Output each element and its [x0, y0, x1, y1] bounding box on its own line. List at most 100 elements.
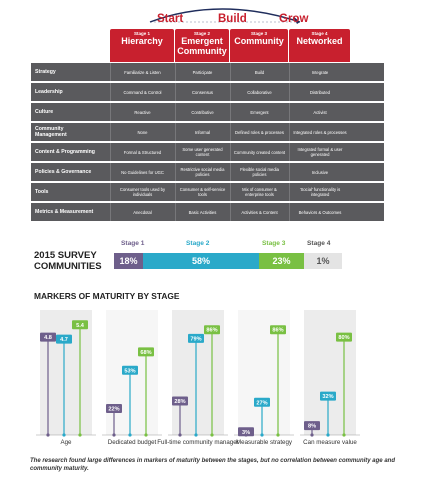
lollipop-base-dot: [78, 433, 82, 437]
lollipop-value-label: 22%: [108, 406, 119, 412]
phase-arrows: [149, 8, 301, 24]
cell-stage-4: Integrated roles & processes: [289, 123, 350, 141]
row-label: Leadership: [35, 89, 63, 95]
row-label: Tools: [35, 189, 49, 195]
lollipop-value-box: [72, 320, 88, 330]
lollipop-base-dot: [276, 433, 280, 437]
lollipop-value-label: 53%: [124, 368, 135, 374]
survey-bar-stage-4: 1%: [304, 253, 342, 269]
cell-stage-4: Inclusive: [289, 163, 350, 181]
survey-stage-2-label: Stage 2: [186, 240, 210, 247]
cell-stage-4: Activist: [289, 103, 350, 121]
lollipop-value-box: [40, 332, 56, 342]
lollipop-base-dot: [128, 433, 132, 437]
lollipop-base-dot: [310, 433, 314, 437]
cell-stage-2: Basic Activities: [175, 203, 229, 221]
lollipop-value-label: 80%: [338, 335, 349, 341]
cell-stage-2: Informal: [175, 123, 229, 141]
cell-stage-4: 'Social' functionality is integrated: [289, 183, 350, 201]
matrix-row-leadership: Leadership Command & Control Consensus C…: [31, 83, 384, 101]
row-label: Policies & Governance: [35, 169, 92, 175]
cell-stage-1: None: [110, 123, 174, 141]
cell-stage-4: Behaviors & Outcomes: [289, 203, 350, 221]
caption: The research found large differences in …: [30, 458, 395, 472]
lollipop-base-dot: [260, 433, 264, 437]
lollipop-value-label: 4.8: [44, 335, 52, 341]
lollipop-value-box: [254, 397, 270, 407]
matrix-row-policies-governance: Policies & Governance No Guidelines for …: [31, 163, 384, 181]
cell-stage-3: Community created content: [230, 143, 288, 161]
stage-number: Stage 3: [250, 31, 267, 36]
matrix-row-metrics-measurement: Metrics & Measurement Anecdotal Basic Ac…: [31, 203, 384, 221]
cell-stage-1: No Guidelines for UGC: [110, 163, 174, 181]
cell-stage-2: Consensus: [175, 83, 229, 101]
lollipop-base-dot: [326, 433, 330, 437]
cell-stage-3: Defined roles & processes: [230, 123, 288, 141]
lollipop-base-dot: [342, 433, 346, 437]
lollipop-value-label: 28%: [174, 399, 185, 405]
row-label: Community Management: [35, 126, 67, 138]
matrix-row-culture: Culture Reactive Contributive Emergent A…: [31, 103, 384, 121]
lollipop-value-box: [204, 325, 220, 335]
stage-name: Emergent Community: [177, 36, 227, 56]
stage-name: Community: [234, 36, 284, 46]
cell-stage-1: Consumer tools used by individuals: [110, 183, 174, 201]
lollipop-value-label: 79%: [190, 336, 201, 342]
cell-stage-1: Reactive: [110, 103, 174, 121]
stage-number: Stage 4: [311, 31, 328, 36]
row-label: Culture: [35, 109, 54, 115]
lollipop-value-box: [138, 347, 154, 357]
cell-stage-3: Mix of consumer & enterprise tools: [230, 183, 288, 201]
survey-bar-stage-2: 58%: [143, 253, 259, 269]
lollipop-value-box: [336, 332, 352, 342]
cell-stage-3: Flexible social media policies: [230, 163, 288, 181]
category-band: [40, 310, 92, 435]
lollipop-value-label: 8%: [308, 424, 316, 430]
lollipop-value-box: [188, 333, 204, 343]
stage-name: Hierarchy: [121, 36, 163, 46]
survey-bar-stage-1: 18%: [114, 253, 143, 269]
lollipop-value-box: [320, 391, 336, 401]
lollipop-value-label: 68%: [140, 350, 151, 356]
category-label: Age: [60, 439, 72, 446]
lollipop-value-box: [304, 421, 320, 431]
matrix-row-community-management: Community Management None Informal Defin…: [31, 123, 384, 141]
stage-3-header: Stage 3 Community: [230, 29, 288, 62]
cell-stage-4: Integrated formal & user generated: [289, 143, 350, 161]
cell-stage-4: Distributed: [289, 83, 350, 101]
survey-stage-4-label: Stage 4: [307, 240, 331, 247]
stage-name: Networked: [296, 36, 343, 46]
category-label: Full-time community manager: [157, 439, 239, 446]
lollipop-value-label: 86%: [272, 328, 283, 334]
survey-title: 2015 SURVEY COMMUNITIES: [34, 250, 102, 272]
row-label: Strategy: [35, 69, 56, 75]
cell-stage-2: Restrictive social media policies: [175, 163, 229, 181]
lollipop-value-label: 86%: [206, 328, 217, 334]
lollipop-value-label: 3%: [242, 430, 250, 436]
matrix-row-content-programming: Content & Programming Formal & Structure…: [31, 143, 384, 161]
markers-title: MARKERS OF MATURITY BY STAGE: [34, 291, 180, 301]
row-label: Content & Programming: [35, 149, 95, 155]
phase-start: Start: [157, 13, 184, 25]
cell-stage-1: Formal & Structured: [110, 143, 174, 161]
phase-grow: Grow: [279, 13, 309, 25]
category-label: Dedicated budget: [108, 439, 157, 446]
matrix-row-strategy: Strategy Familiarize & Listen Participat…: [31, 63, 384, 81]
lollipop-value-box: [270, 325, 286, 335]
survey-stage-3-label: Stage 3: [262, 240, 286, 247]
stage-number: Stage 2: [193, 31, 210, 36]
lollipop-value-box: [56, 334, 72, 344]
lollipop-base-dot: [144, 433, 148, 437]
lollipop-value-box: [238, 427, 254, 437]
cell-stage-1: Anecdotal: [110, 203, 174, 221]
cell-stage-1: Familiarize & Listen: [110, 63, 174, 81]
stage-1-header: Stage 1 Hierarchy: [110, 29, 174, 62]
cell-stage-2: Contributive: [175, 103, 229, 121]
stage-number: Stage 1: [133, 31, 150, 36]
phase-build: Build: [218, 13, 247, 25]
cell-stage-2: Some user generated content: [175, 143, 229, 161]
cell-stage-3: Collaborative: [230, 83, 288, 101]
category-label: Can measure value: [303, 439, 357, 446]
row-label: Metrics & Measurement: [35, 209, 94, 215]
cell-stage-2: Participate: [175, 63, 229, 81]
